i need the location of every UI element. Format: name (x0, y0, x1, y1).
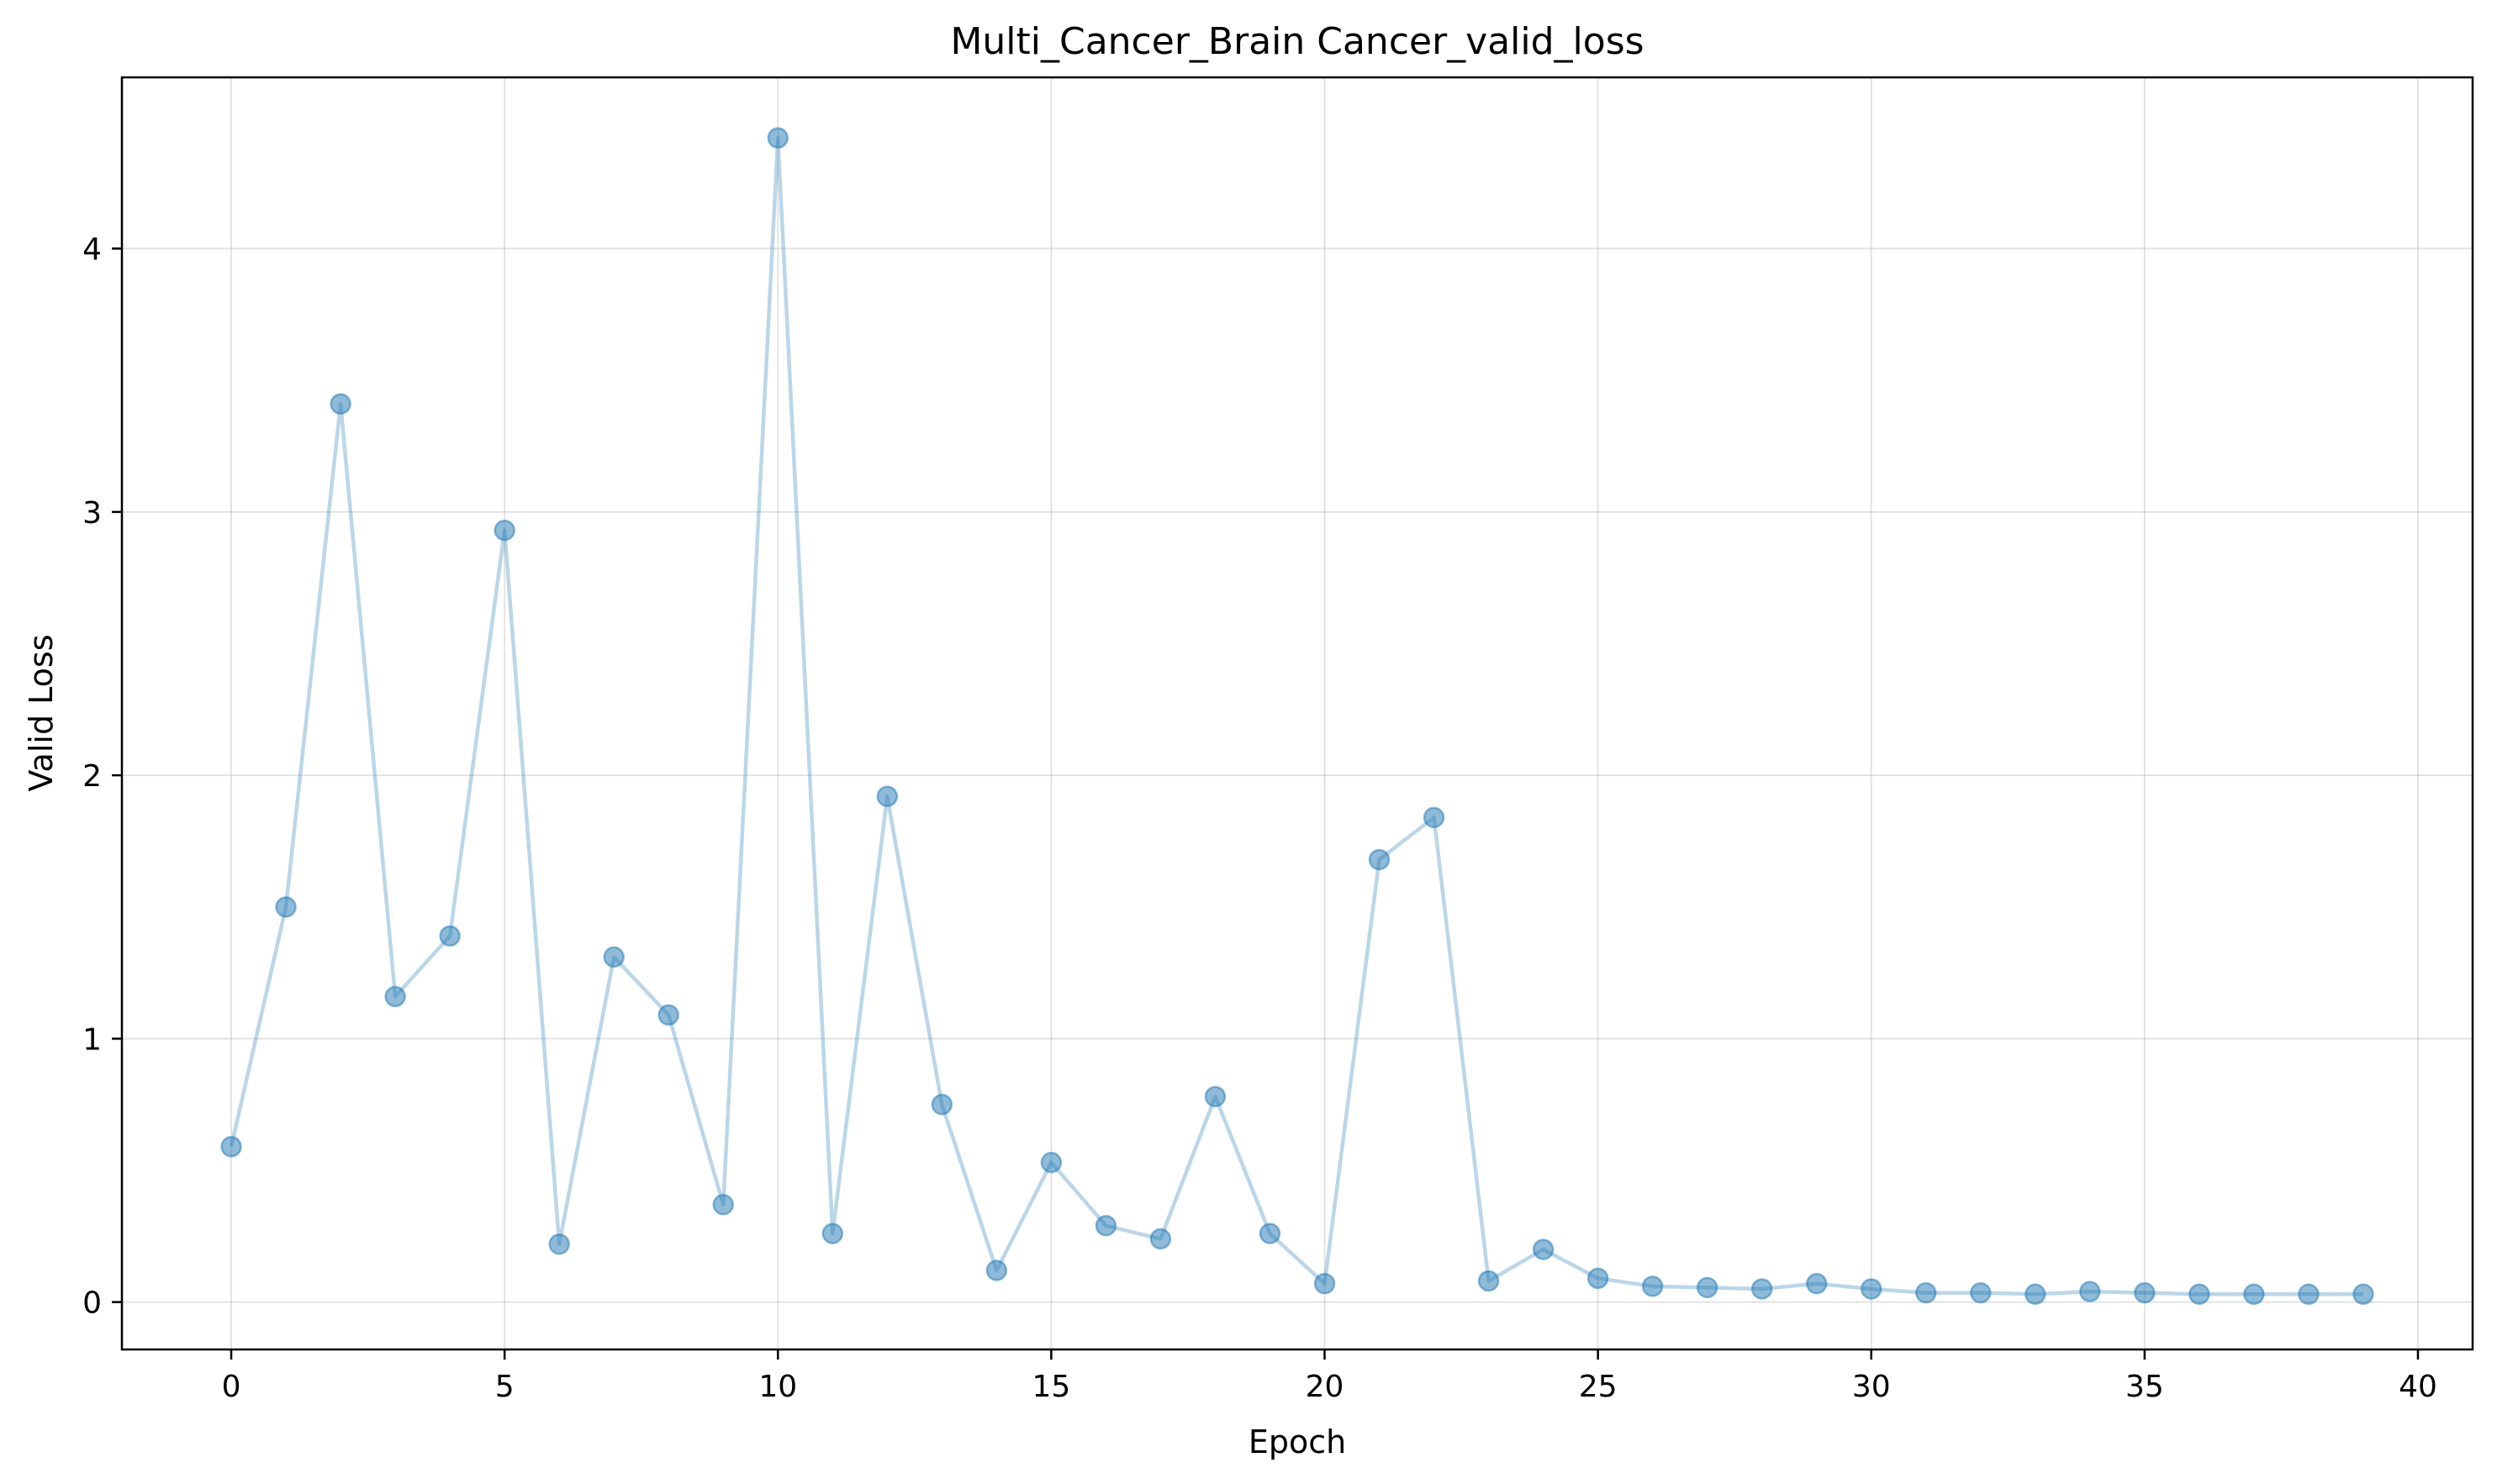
data-point (1641, 1275, 1664, 1297)
data-point (931, 1093, 953, 1116)
x-tick-label: 30 (1852, 1370, 1891, 1404)
data-point (1259, 1223, 1281, 1244)
data-point (330, 393, 351, 415)
plot-frame (120, 76, 2474, 1351)
x-tick-label: 10 (758, 1370, 797, 1404)
y-axis: 0 1 2 3 4 (82, 233, 122, 1321)
data-point (1313, 1272, 1336, 1295)
series-line (229, 135, 2363, 1297)
data-point (821, 1223, 844, 1244)
data-point (876, 785, 899, 807)
data-point (1204, 1085, 1227, 1108)
data-point (1750, 1278, 1773, 1300)
data-point (1805, 1272, 1828, 1295)
data-point (2134, 1281, 2156, 1304)
data-point (1696, 1276, 1718, 1299)
data-point (1860, 1278, 1882, 1300)
data-point (603, 946, 625, 969)
data-point (767, 127, 789, 149)
data-point (1040, 1151, 1063, 1174)
x-tick-label: 40 (2399, 1370, 2437, 1404)
y-tick-label: 4 (82, 233, 102, 267)
y-tick-label: 1 (82, 1022, 102, 1057)
x-axis-label: Epoch (1248, 1423, 1346, 1460)
data-point (2188, 1283, 2210, 1305)
data-point (1423, 806, 1445, 828)
x-tick-label: 0 (222, 1370, 241, 1404)
data-point (548, 1233, 570, 1255)
data-point (1149, 1228, 1172, 1250)
data-point (275, 895, 297, 918)
x-axis: 0 5 10 15 20 25 30 35 40 (222, 1349, 2437, 1404)
data-point (1970, 1281, 1992, 1304)
data-point (2298, 1283, 2320, 1305)
data-point (985, 1260, 1008, 1281)
data-point (439, 925, 461, 947)
data-point (2079, 1281, 2101, 1302)
data-point (1477, 1270, 1500, 1292)
data-point (2025, 1283, 2046, 1305)
x-tick-label: 35 (2125, 1370, 2164, 1404)
x-tick-label: 25 (1579, 1370, 1618, 1404)
chart-title: Multi_Cancer_Brain Cancer_valid_loss (950, 20, 1644, 63)
data-point (494, 520, 515, 541)
x-tick-label: 15 (1032, 1370, 1070, 1404)
data-point (712, 1193, 735, 1216)
data-point (2352, 1283, 2374, 1305)
data-point (220, 1136, 242, 1158)
series-layer (220, 127, 2374, 1305)
data-point (1368, 848, 1391, 871)
data-point (2243, 1283, 2265, 1305)
grid-layer (122, 77, 2473, 1349)
data-point (1586, 1267, 1609, 1290)
x-tick-label: 20 (1306, 1370, 1344, 1404)
y-tick-label: 0 (82, 1286, 102, 1321)
data-point (657, 1004, 679, 1026)
data-point (1095, 1215, 1117, 1237)
data-point (384, 985, 406, 1007)
y-tick-label: 3 (82, 496, 102, 531)
y-axis-label: Valid Loss (23, 635, 60, 792)
data-point (1532, 1238, 1555, 1260)
x-tick-label: 5 (495, 1370, 515, 1404)
y-tick-label: 2 (82, 759, 102, 794)
data-point (1915, 1281, 1937, 1304)
